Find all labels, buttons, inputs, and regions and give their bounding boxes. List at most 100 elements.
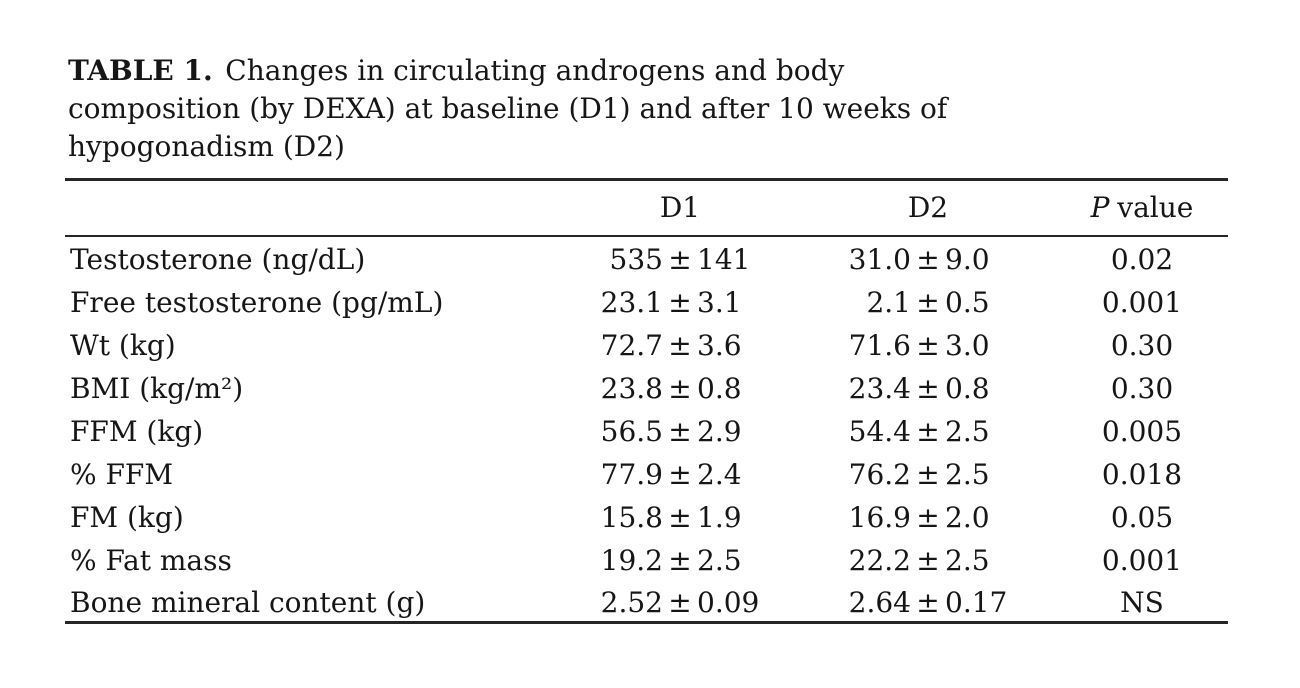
plus-minus-icon: ± bbox=[668, 243, 692, 276]
table-row: FFM (kg) 56.5 ± 2.9 54.4 ± 2.5 bbox=[65, 408, 1228, 451]
row-label: Free testosterone (pg/mL) bbox=[70, 285, 444, 319]
caption-line-3: hypogonadism (D2) bbox=[68, 130, 345, 163]
d2-sd: 9.0 bbox=[945, 243, 990, 276]
p-value-cell: 0.005 bbox=[1101, 414, 1183, 448]
d1-sd: 2.4 bbox=[697, 457, 742, 491]
plus-minus-icon: ± bbox=[668, 585, 692, 619]
d1-mean: 535 bbox=[609, 243, 663, 276]
d1-mean: 19.2 bbox=[600, 543, 663, 577]
d1-value-cell: 19.2 ± 2.5 bbox=[560, 537, 800, 580]
d1-sd: 0.09 bbox=[697, 585, 760, 619]
plus-minus-icon: ± bbox=[916, 328, 940, 362]
d1-value: 15.8 ± 1.9 bbox=[560, 501, 800, 534]
d1-sd: 3.6 bbox=[697, 328, 742, 362]
d2-sd: 2.5 bbox=[945, 543, 990, 577]
plus-minus-icon: ± bbox=[668, 543, 692, 577]
plus-minus-icon: ± bbox=[668, 371, 692, 405]
table-row: FM (kg) 15.8 ± 1.9 16.9 ± 2.0 bbox=[65, 494, 1228, 537]
d1-sd: 141 bbox=[697, 243, 751, 276]
table-row: Free testosterone (pg/mL) 23.1 ± 3.1 2.1… bbox=[65, 279, 1228, 322]
d2-value-cell: 16.9 ± 2.0 bbox=[800, 494, 1056, 537]
d1-mean: 23.1 bbox=[600, 285, 663, 319]
table-row: Testosterone (ng/dL) 535 ± 141 31.0 ± 9.… bbox=[65, 236, 1228, 279]
plus-minus-icon: ± bbox=[668, 500, 692, 534]
d1-sd: 2.9 bbox=[697, 414, 742, 448]
row-label: Bone mineral content (g) bbox=[70, 585, 426, 619]
row-label: Wt (kg) bbox=[70, 328, 176, 362]
d2-mean: 16.9 bbox=[848, 500, 911, 534]
d2-mean: 54.4 bbox=[848, 414, 911, 448]
plus-minus-icon: ± bbox=[668, 328, 692, 362]
d2-mean: 23.4 bbox=[848, 371, 911, 405]
row-label: % FFM bbox=[70, 457, 174, 491]
header-empty bbox=[65, 180, 560, 236]
p-rest: value bbox=[1117, 191, 1194, 225]
d2-mean: 22.2 bbox=[848, 543, 911, 577]
d1-mean: 23.8 bbox=[600, 371, 663, 405]
p-value-cell: 0.018 bbox=[1101, 457, 1183, 491]
plus-minus-icon: ± bbox=[916, 543, 940, 577]
d2-value-cell: 54.4 ± 2.5 bbox=[800, 408, 1056, 451]
p-symbol: P bbox=[1090, 191, 1110, 225]
d1-sd: 2.5 bbox=[697, 543, 742, 577]
d2-mean: 2.1 bbox=[866, 285, 911, 319]
table-row: % Fat mass 19.2 ± 2.5 22.2 ± 2.5 bbox=[65, 537, 1228, 580]
p-value-cell: 0.30 bbox=[1110, 328, 1174, 362]
d2-value-cell: 23.4 ± 0.8 bbox=[800, 365, 1056, 408]
d2-value-cell: 76.2 ± 2.5 bbox=[800, 451, 1056, 494]
d2-value-cell: 71.6 ± 3.0 bbox=[800, 322, 1056, 365]
d1-value: 23.1 ± 3.1 bbox=[560, 286, 800, 319]
plus-minus-icon: ± bbox=[916, 243, 940, 276]
d1-value: 23.8 ± 0.8 bbox=[560, 372, 800, 405]
p-value-cell: 0.001 bbox=[1101, 285, 1183, 319]
plus-minus-icon: ± bbox=[916, 371, 940, 405]
d2-value-cell: 22.2 ± 2.5 bbox=[800, 537, 1056, 580]
d1-value-cell: 535 ± 141 bbox=[560, 236, 800, 279]
d1-value-cell: 2.52 ± 0.09 bbox=[560, 580, 800, 623]
d2-value-cell: 2.64 ± 0.17 bbox=[800, 580, 1056, 623]
p-value-cell: 0.001 bbox=[1101, 543, 1183, 577]
d2-value: 16.9 ± 2.0 bbox=[800, 501, 1056, 534]
header-d1: D1 bbox=[659, 191, 701, 225]
row-label: FM (kg) bbox=[70, 500, 184, 534]
caption-line-1: Changes in circulating androgens and bod… bbox=[225, 54, 845, 87]
plus-minus-icon: ± bbox=[916, 500, 940, 534]
header-d2: D2 bbox=[907, 191, 949, 225]
row-label: Testosterone (ng/dL) bbox=[70, 243, 366, 276]
d2-sd: 2.5 bbox=[945, 414, 990, 448]
d1-value-cell: 56.5 ± 2.9 bbox=[560, 408, 800, 451]
d2-value: 31.0 ± 9.0 bbox=[800, 243, 1056, 276]
row-label: FFM (kg) bbox=[70, 414, 204, 448]
p-value-cell: 0.02 bbox=[1110, 243, 1174, 276]
d1-value: 535 ± 141 bbox=[560, 243, 800, 276]
d2-mean: 71.6 bbox=[848, 328, 911, 362]
plus-minus-icon: ± bbox=[668, 414, 692, 448]
d1-value: 2.52 ± 0.09 bbox=[560, 586, 800, 619]
d2-value: 2.1 ± 0.5 bbox=[800, 286, 1056, 319]
plus-minus-icon: ± bbox=[668, 285, 692, 319]
d2-value: 22.2 ± 2.5 bbox=[800, 544, 1056, 577]
d1-sd: 3.1 bbox=[697, 285, 742, 319]
table-caption: TABLE 1. Changes in circulating androgens… bbox=[68, 52, 1228, 166]
d2-sd: 0.8 bbox=[945, 371, 990, 405]
d1-value-cell: 15.8 ± 1.9 bbox=[560, 494, 800, 537]
d2-sd: 2.0 bbox=[945, 500, 990, 534]
d2-value: 23.4 ± 0.8 bbox=[800, 372, 1056, 405]
d1-value-cell: 72.7 ± 3.6 bbox=[560, 322, 800, 365]
plus-minus-icon: ± bbox=[916, 285, 940, 319]
d1-value: 19.2 ± 2.5 bbox=[560, 544, 800, 577]
d1-value-cell: 23.8 ± 0.8 bbox=[560, 365, 800, 408]
d1-sd: 1.9 bbox=[697, 500, 742, 534]
d2-sd: 0.5 bbox=[945, 285, 990, 319]
d2-sd: 0.17 bbox=[945, 585, 1008, 619]
d2-value: 71.6 ± 3.0 bbox=[800, 329, 1056, 362]
d1-mean: 56.5 bbox=[600, 414, 663, 448]
d2-sd: 3.0 bbox=[945, 328, 990, 362]
plus-minus-icon: ± bbox=[916, 457, 940, 491]
d2-value-cell: 2.1 ± 0.5 bbox=[800, 279, 1056, 322]
d1-value: 77.9 ± 2.4 bbox=[560, 458, 800, 491]
